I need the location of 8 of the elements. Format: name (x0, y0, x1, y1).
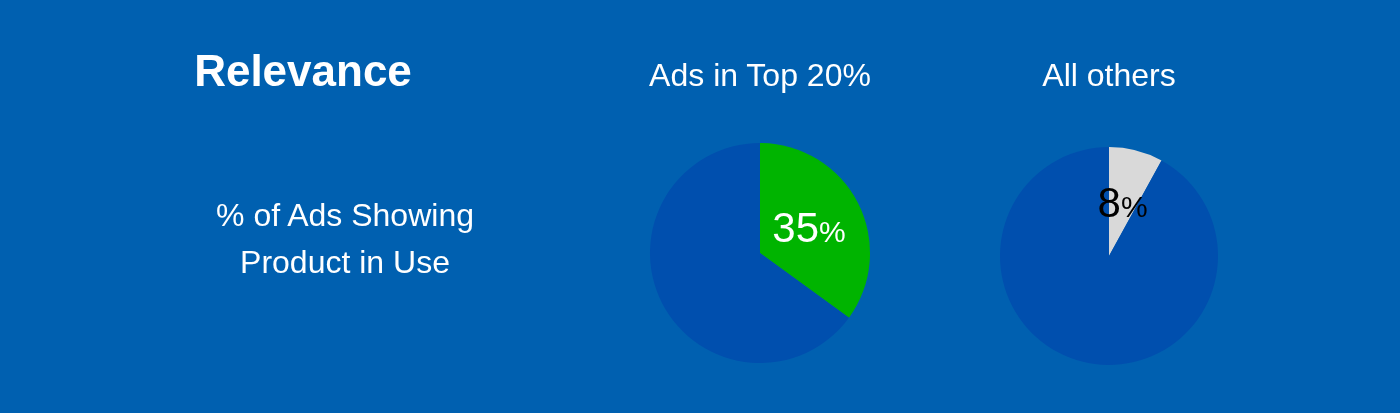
data-label: 35% (772, 204, 846, 252)
text: % of Ads Showing Product in Use (216, 197, 474, 280)
text: Relevance (194, 46, 412, 95)
chart-title: All others (1042, 57, 1176, 93)
pie-slice (1000, 147, 1218, 365)
pie-slice (650, 143, 849, 363)
chart-title: Ads in Top 20% (649, 57, 871, 93)
pie-slice (760, 143, 870, 318)
